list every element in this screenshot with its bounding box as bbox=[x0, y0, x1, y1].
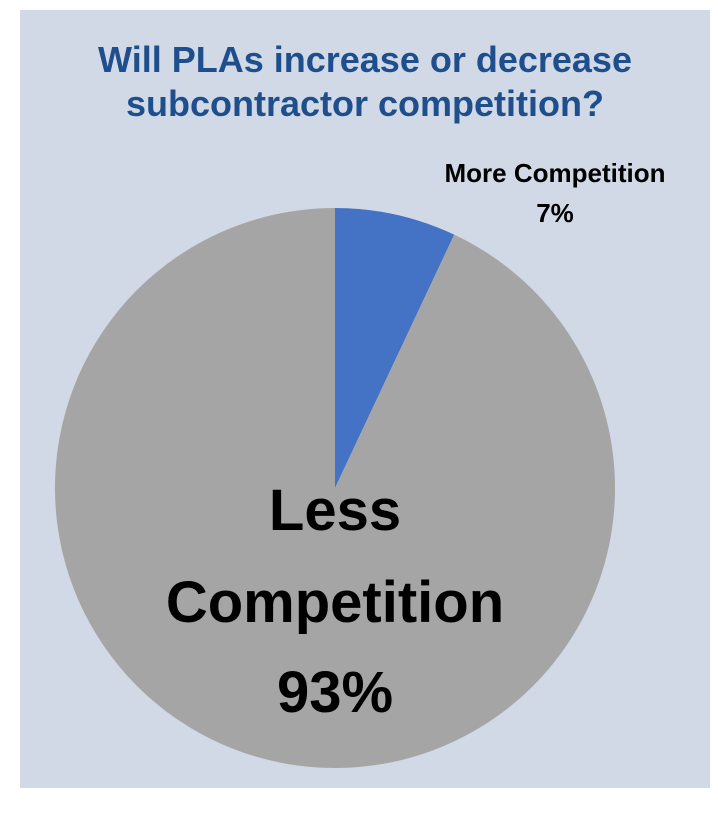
chart-title-line-1: Will PLAs increase or decrease bbox=[98, 39, 632, 80]
slice-label-less-competition-line-1: Less bbox=[269, 478, 401, 543]
chart-title-line-2: subcontractor competition? bbox=[125, 83, 605, 124]
pie-chart: More Competition 7% Less Competition 93% bbox=[55, 158, 666, 768]
pie-slice-less-competition[interactable] bbox=[55, 208, 616, 768]
chart-panel: Will PLAs increase or decrease subcontra… bbox=[20, 10, 710, 788]
slice-value-more-competition: 7% bbox=[536, 198, 574, 228]
slice-value-less-competition: 93% bbox=[277, 660, 393, 725]
slice-label-less-competition-line-2: Competition bbox=[166, 570, 504, 635]
slice-label-more-competition: More Competition bbox=[445, 158, 666, 188]
pie-slice-more-competition[interactable] bbox=[335, 208, 455, 488]
chart-title: Will PLAs increase or decrease subcontra… bbox=[20, 38, 710, 126]
